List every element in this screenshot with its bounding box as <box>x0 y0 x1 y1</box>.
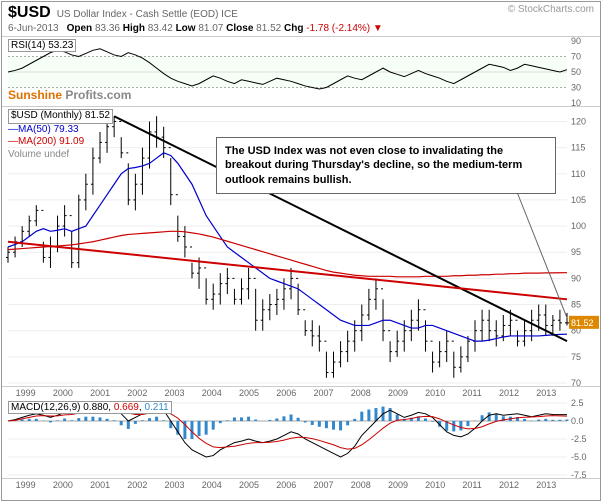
svg-text:75: 75 <box>571 352 581 362</box>
chart-date: 6-Jun-2013 <box>8 23 59 34</box>
year-tick: 2009 <box>388 388 408 398</box>
year-tick: 2007 <box>313 480 333 490</box>
year-tick: 2005 <box>239 480 259 490</box>
svg-text:105: 105 <box>571 195 586 205</box>
ma200-legend: —MA(200) 91.09 <box>8 136 115 149</box>
svg-text:120: 120 <box>571 116 586 126</box>
chart-header: $USD US Dollar Index - Cash Settle (EOD)… <box>2 2 600 37</box>
svg-text:70: 70 <box>571 52 581 62</box>
svg-text:90: 90 <box>571 273 581 283</box>
main-legend: $USD (Monthly) 81.52 <box>8 109 113 124</box>
year-tick: 2000 <box>53 388 73 398</box>
year-tick: 2011 <box>462 480 481 490</box>
svg-text:0.0: 0.0 <box>571 416 584 426</box>
watermark: Sunshine Profits.com <box>8 88 131 102</box>
ma50-legend: —MA(50) 79.33 <box>8 124 115 137</box>
macd-panel: MACD(12,26,9) 0.880, 0.669, 0.211 -7.5 -5… <box>2 399 600 479</box>
svg-text:2.5: 2.5 <box>571 399 584 408</box>
rsi-panel: RSI(14) 53.23 10 30 50 70 90 Sunshine Profit… <box>2 37 600 107</box>
year-tick: 2009 <box>388 480 408 490</box>
svg-text:110: 110 <box>571 169 585 179</box>
vol-legend: Volume undef <box>8 149 115 162</box>
year-tick: 2008 <box>351 480 371 490</box>
year-tick: 2003 <box>165 480 185 490</box>
svg-text:100: 100 <box>571 221 586 231</box>
year-tick: 2005 <box>239 388 259 398</box>
ticker-description: US Dollar Index - Cash Settle (EOD) ICE <box>57 9 238 20</box>
year-tick: 1999 <box>16 388 36 398</box>
year-tick: 2012 <box>499 388 519 398</box>
year-tick: 2001 <box>90 388 110 398</box>
svg-text:-7.5: -7.5 <box>571 470 587 479</box>
year-tick: 2013 <box>536 480 556 490</box>
svg-text:10: 10 <box>571 98 581 107</box>
year-tick: 2010 <box>425 480 445 490</box>
svg-text:-5.0: -5.0 <box>571 452 587 462</box>
svg-text:90: 90 <box>571 37 581 46</box>
ticker-symbol: $USD <box>8 4 51 22</box>
year-tick: 2004 <box>202 480 222 490</box>
year-tick: 2001 <box>90 480 110 490</box>
year-tick: 1999 <box>16 480 36 490</box>
svg-text:70: 70 <box>571 378 581 387</box>
year-tick: 2002 <box>127 388 147 398</box>
svg-text:81.52: 81.52 <box>571 318 594 328</box>
x-axis-main: 1999 2000 2001 2002 2003 2004 2005 2006 2007 2008… <box>2 387 600 399</box>
x-axis-macd: 1999 2000 2001 2002 2003 2004 2005 2006 2007 2008… <box>2 479 600 491</box>
year-tick: 2002 <box>127 480 147 490</box>
svg-text:85: 85 <box>571 300 581 310</box>
svg-text:115: 115 <box>571 143 585 153</box>
year-tick: 2006 <box>276 480 296 490</box>
ohlc-values: Open 83.36 High 83.42 Low 81.07 Close 81… <box>67 23 383 34</box>
copyright-text: © StockCharts.com <box>508 4 594 15</box>
year-tick: 2012 <box>499 480 519 490</box>
macd-legend: MACD(12,26,9) 0.880, 0.669, 0.211 <box>8 401 172 414</box>
rsi-legend: RSI(14) 53.23 <box>8 39 76 52</box>
price-panel: $USD (Monthly) 81.52 —MA(50) 79.33 —MA(2… <box>2 107 600 387</box>
year-tick: 2007 <box>313 388 333 398</box>
svg-text:-2.5: -2.5 <box>571 434 587 444</box>
year-tick: 2006 <box>276 388 296 398</box>
year-tick: 2004 <box>202 388 222 398</box>
svg-text:30: 30 <box>571 83 581 93</box>
year-tick: 2013 <box>536 388 556 398</box>
svg-text:95: 95 <box>571 247 581 257</box>
year-tick: 2003 <box>165 388 185 398</box>
year-tick: 2000 <box>53 480 73 490</box>
year-tick: 2011 <box>462 388 481 398</box>
year-tick: 2010 <box>425 388 445 398</box>
svg-text:50: 50 <box>571 67 581 77</box>
year-tick: 2008 <box>351 388 371 398</box>
annotation-box: The USD Index was not even close to inva… <box>216 137 556 194</box>
